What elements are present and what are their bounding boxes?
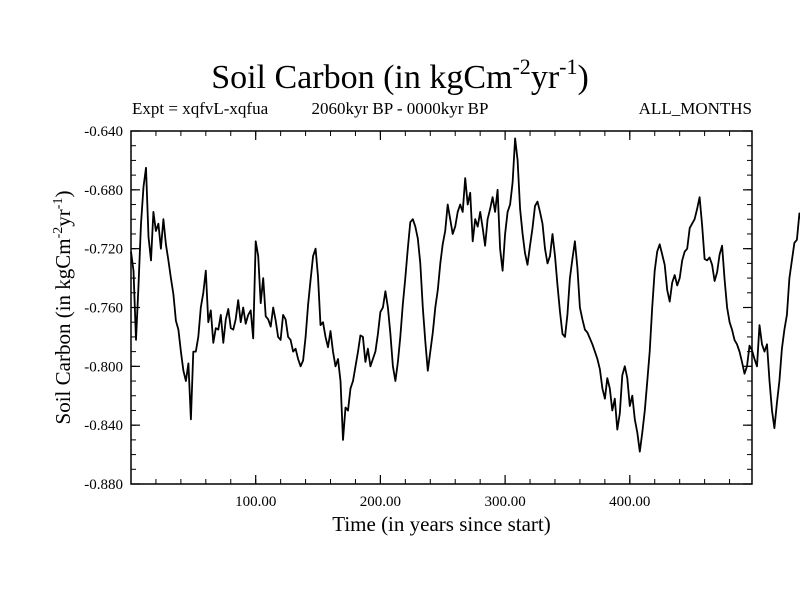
series-line [130,137,800,453]
x-tick-label: 400.00 [609,494,650,510]
period-label: 2060kyr BP - 0000kyr BP [311,99,489,118]
y-tick-label: -0.640 [84,124,123,140]
y-tick-label: -0.680 [84,183,123,199]
x-tick-label: 200.00 [360,494,401,510]
months-label: ALL_MONTHS [638,99,752,118]
y-tick-label: -0.880 [84,477,123,493]
x-axis-label: Time (in years since start) [332,512,551,536]
y-tick-label: -0.720 [84,242,123,258]
y-tick-label: -0.760 [84,301,123,317]
plot-frame [130,130,753,485]
x-tick-label: 100.00 [235,494,276,510]
experiment-label: Expt = xqfvL-xqfua [132,99,269,118]
y-axis-label: Soil Carbon (in kgCm-2yr-1) [51,191,75,425]
y-tick-label: -0.800 [84,359,123,375]
y-tick-label: -0.840 [84,418,123,434]
x-tick-label: 300.00 [484,494,525,510]
chart-title: Soil Carbon (in kgCm-2yr-1) [211,54,589,97]
